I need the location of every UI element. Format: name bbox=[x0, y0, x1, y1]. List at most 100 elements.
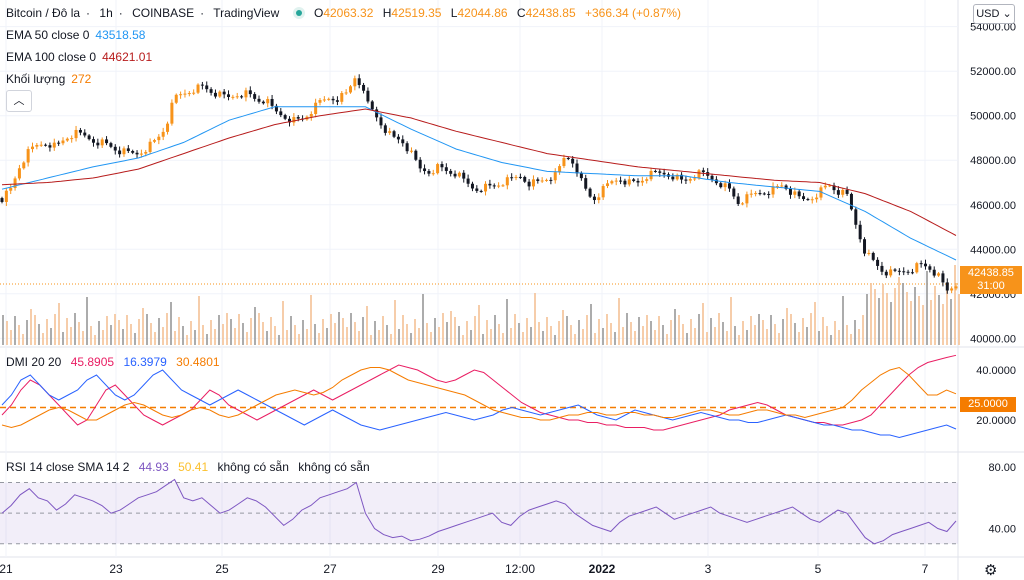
volume-bar bbox=[610, 323, 612, 345]
x-tick-label: 3 bbox=[705, 562, 712, 576]
candle-body bbox=[87, 135, 91, 140]
volume-bar bbox=[98, 321, 100, 345]
candle-body bbox=[505, 177, 509, 186]
volume-bar bbox=[302, 320, 304, 345]
dmi-legend[interactable]: DMI 20 20 45.8905 16.3979 30.4801 bbox=[6, 355, 226, 369]
candle-body bbox=[222, 91, 226, 95]
candle-body bbox=[370, 101, 374, 110]
volume-bar bbox=[774, 324, 776, 345]
volume-bar bbox=[534, 293, 536, 345]
volume-bar bbox=[634, 331, 636, 345]
volume-bar bbox=[14, 316, 16, 345]
volume-bar bbox=[794, 323, 796, 345]
volume-bar bbox=[938, 295, 940, 345]
candle-body bbox=[584, 178, 588, 189]
volume-bar bbox=[742, 321, 744, 345]
y-tick-label: 48000.00 bbox=[970, 155, 1016, 167]
candle-body bbox=[205, 85, 209, 90]
volume-legend[interactable]: Khối lượng 272 bbox=[6, 72, 97, 86]
candle-body bbox=[187, 93, 191, 95]
volume-bar bbox=[462, 335, 464, 345]
price-axes: 21 23 25 27 29 12:00 2022 3 5 740000.0042000.0044… bbox=[0, 22, 1016, 576]
candle-body bbox=[61, 140, 65, 144]
candle-body bbox=[314, 102, 318, 115]
candle-body bbox=[649, 170, 653, 180]
rsi-legend[interactable]: RSI 14 close SMA 14 2 44.93 50.41 không … bbox=[6, 460, 376, 474]
dmi-level-tag: 25.0000 bbox=[960, 397, 1016, 412]
rsi-band bbox=[0, 482, 958, 544]
dmi-adx-value: 30.4801 bbox=[176, 355, 220, 369]
ema50-line bbox=[1, 106, 957, 261]
candle-body bbox=[797, 191, 801, 197]
volume-bar bbox=[874, 289, 876, 345]
candle-body bbox=[780, 185, 784, 187]
currency-select[interactable]: USD ⌄ bbox=[973, 4, 1015, 24]
candle-body bbox=[627, 179, 631, 185]
volume-bar bbox=[254, 307, 256, 345]
candle-body bbox=[693, 178, 697, 180]
volume-bar bbox=[498, 324, 500, 345]
ema50-legend[interactable]: EMA 50 close 0 43518.58 bbox=[6, 28, 151, 42]
collapse-legend-button[interactable]: ︿ bbox=[6, 90, 32, 112]
symbol-name[interactable]: Bitcoin / Đô la bbox=[6, 6, 81, 20]
gear-icon[interactable]: ⚙ bbox=[984, 562, 998, 579]
volume-bar bbox=[690, 319, 692, 345]
volume-bar bbox=[430, 332, 432, 345]
ema100-legend[interactable]: EMA 100 close 0 44621.01 bbox=[6, 50, 158, 64]
candle-body bbox=[423, 168, 427, 172]
volume-bar bbox=[154, 332, 156, 345]
volume-bar bbox=[778, 333, 780, 345]
y-tick-label: 50000.00 bbox=[970, 111, 1016, 123]
volume-bar bbox=[934, 286, 936, 345]
volume-bar bbox=[950, 299, 952, 345]
volume-bar bbox=[366, 306, 368, 345]
candle-body bbox=[841, 189, 845, 195]
volume-bar bbox=[346, 327, 348, 345]
candle-body bbox=[632, 179, 636, 181]
candle-body bbox=[523, 176, 527, 182]
volume-bar bbox=[898, 277, 900, 345]
candle-body bbox=[919, 263, 923, 265]
volume-bar bbox=[274, 326, 276, 345]
volume-bar bbox=[454, 317, 456, 345]
volume-bar bbox=[942, 304, 944, 345]
volume-bar bbox=[34, 315, 36, 345]
volume-bar bbox=[250, 318, 252, 345]
candle-body bbox=[227, 94, 231, 97]
volume-bar bbox=[6, 321, 8, 345]
candle-body bbox=[893, 269, 897, 271]
last-price: 42438.85 bbox=[968, 267, 1014, 279]
interval[interactable]: 1h bbox=[99, 6, 113, 20]
volume-bar bbox=[854, 320, 856, 345]
volume-value: 272 bbox=[71, 72, 92, 86]
volume-bar bbox=[214, 329, 216, 345]
candle-body bbox=[592, 196, 596, 201]
candle-body bbox=[588, 188, 592, 197]
dmi-tick-label: 40.0000 bbox=[976, 365, 1016, 377]
volume-bar bbox=[526, 318, 528, 345]
volume-bar bbox=[618, 298, 620, 345]
volume-bar bbox=[862, 315, 864, 345]
volume-bar bbox=[582, 329, 584, 345]
volume-bar bbox=[162, 327, 164, 345]
volume-bar bbox=[134, 333, 136, 345]
candle-body bbox=[157, 136, 161, 141]
candle-body bbox=[270, 98, 274, 106]
candle-body bbox=[335, 100, 339, 102]
volume-bar bbox=[806, 327, 808, 345]
volume-bar bbox=[210, 320, 212, 345]
volume-bar bbox=[830, 335, 832, 345]
candle-body bbox=[327, 98, 331, 100]
candle-body bbox=[945, 282, 949, 291]
candlesticks bbox=[0, 74, 958, 294]
volume-bar bbox=[486, 320, 488, 345]
volume-bar bbox=[918, 296, 920, 345]
candle-body bbox=[105, 139, 109, 144]
candle-body bbox=[344, 92, 348, 94]
volume-bar bbox=[878, 298, 880, 345]
volume-bar bbox=[814, 302, 816, 345]
candle-body bbox=[436, 164, 440, 174]
volume-bar bbox=[66, 318, 68, 345]
volume-bar bbox=[514, 314, 516, 345]
